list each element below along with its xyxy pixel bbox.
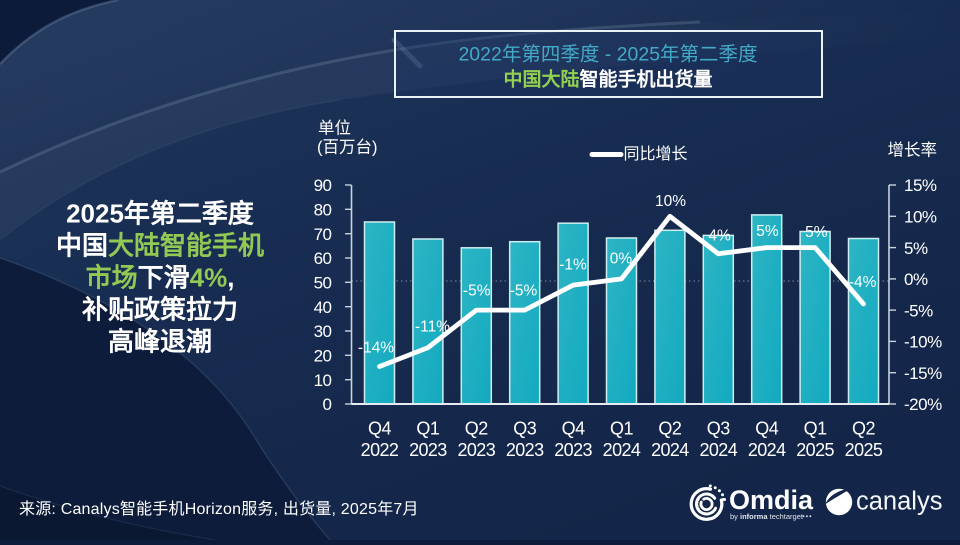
svg-text:Q1: Q1: [804, 419, 828, 439]
svg-text:0%: 0%: [904, 270, 928, 289]
svg-text:来源: Canalys智能手机Horizon服务, 出货量,: 来源: Canalys智能手机Horizon服务, 出货量, 2025年7月: [19, 500, 419, 518]
svg-text:4%: 4%: [708, 228, 731, 245]
svg-text:2022年第四季度 - 2025年第二季度: 2022年第四季度 - 2025年第二季度: [458, 44, 757, 66]
svg-text:5%: 5%: [805, 224, 828, 241]
svg-text:补贴政策拉力: 补贴政策拉力: [82, 295, 238, 325]
svg-text:2024: 2024: [603, 440, 641, 460]
svg-text:10%: 10%: [655, 193, 686, 210]
svg-text:Q1: Q1: [416, 419, 440, 439]
svg-text:Q3: Q3: [707, 419, 731, 439]
svg-text:70: 70: [314, 225, 332, 244]
svg-text:Q2: Q2: [658, 419, 682, 439]
svg-text:增长率: 增长率: [888, 141, 938, 160]
svg-text:中国大陆智能手机: 中国大陆智能手机: [56, 231, 264, 261]
svg-text:-11%: -11%: [415, 319, 450, 336]
svg-text:40: 40: [314, 298, 332, 317]
svg-text:单位: 单位: [318, 119, 351, 138]
svg-text:20: 20: [314, 347, 332, 366]
svg-text:Q3: Q3: [513, 419, 537, 439]
svg-text:-4%: -4%: [849, 274, 877, 291]
svg-text:10%: 10%: [904, 208, 937, 227]
svg-text:5%: 5%: [756, 223, 779, 240]
svg-text:5%: 5%: [904, 239, 928, 258]
svg-text:60: 60: [314, 249, 332, 268]
svg-text:80: 80: [314, 201, 332, 220]
svg-text:2023: 2023: [409, 440, 447, 460]
svg-text:2025年第二季度: 2025年第二季度: [66, 199, 254, 229]
svg-text:-1%: -1%: [559, 257, 587, 274]
svg-text:-15%: -15%: [904, 364, 942, 383]
svg-text:30: 30: [314, 322, 332, 341]
svg-text:Omdia: Omdia: [729, 485, 814, 515]
svg-text:0: 0: [323, 395, 332, 414]
svg-text:2023: 2023: [457, 440, 495, 460]
svg-text:90: 90: [314, 176, 332, 195]
svg-text:(百万台): (百万台): [317, 138, 378, 157]
svg-text:市场下滑4%,: 市场下滑4%,: [86, 263, 235, 293]
svg-text:canalys: canalys: [856, 488, 942, 516]
svg-text:-5%: -5%: [904, 301, 933, 320]
svg-text:-5%: -5%: [510, 283, 538, 300]
svg-text:50: 50: [314, 274, 332, 293]
svg-text:-10%: -10%: [904, 333, 942, 352]
svg-text:-14%: -14%: [358, 340, 394, 357]
svg-text:高峰退潮: 高峰退潮: [108, 327, 212, 357]
svg-text:2025: 2025: [845, 440, 883, 460]
svg-text:2024: 2024: [748, 440, 786, 460]
svg-text:2023: 2023: [554, 440, 592, 460]
svg-text:2025: 2025: [796, 440, 834, 460]
svg-text:Q4: Q4: [755, 419, 779, 439]
svg-text:Q2: Q2: [465, 419, 489, 439]
svg-text:-20%: -20%: [904, 395, 942, 414]
svg-text:0%: 0%: [610, 251, 633, 268]
svg-text:中国大陆智能手机出货量: 中国大陆智能手机出货量: [503, 68, 712, 91]
svg-text:Q4: Q4: [368, 419, 392, 439]
svg-text:Q1: Q1: [610, 419, 634, 439]
svg-text:2023: 2023: [506, 440, 544, 460]
svg-text:10: 10: [314, 371, 332, 390]
svg-text:2024: 2024: [699, 440, 737, 460]
svg-text:15%: 15%: [904, 176, 937, 195]
svg-text:Q2: Q2: [852, 419, 876, 439]
svg-text:-5%: -5%: [463, 283, 491, 300]
svg-text:by informa techtarget: by informa techtarget: [730, 512, 804, 521]
svg-text:同比增长: 同比增长: [624, 145, 688, 163]
svg-text:Q4: Q4: [562, 419, 586, 439]
svg-text:2024: 2024: [651, 440, 689, 460]
svg-text:2022: 2022: [361, 440, 399, 460]
